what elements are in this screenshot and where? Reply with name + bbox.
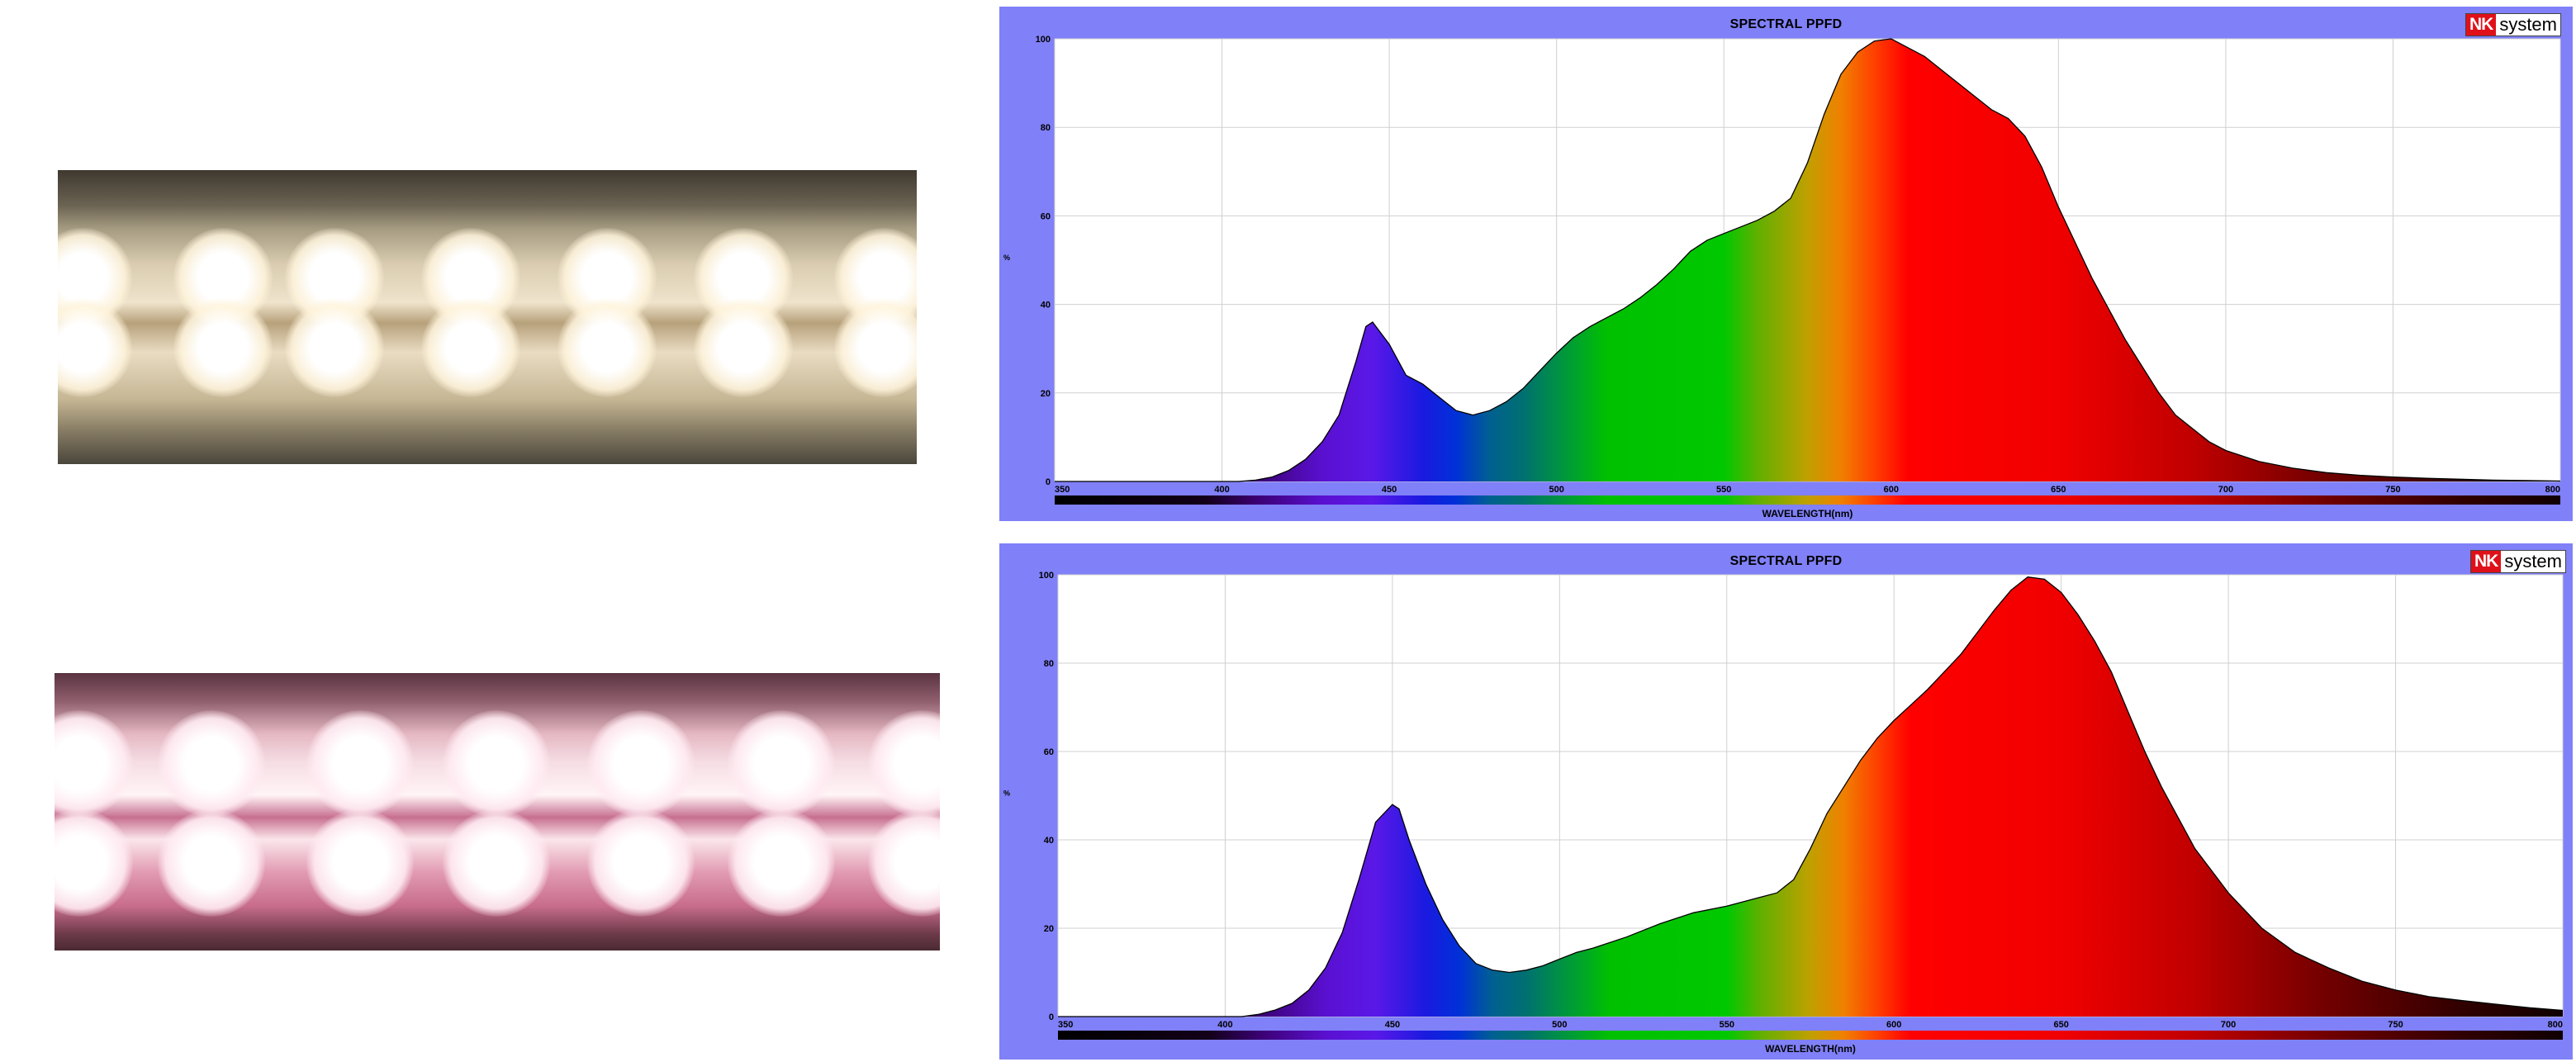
chart-title: SPECTRAL PPFD bbox=[1729, 554, 1843, 568]
led-glow bbox=[421, 298, 520, 397]
spectrum-area bbox=[1055, 39, 2560, 481]
x-tick-label: 500 bbox=[1552, 1020, 1567, 1030]
led-glow bbox=[728, 710, 835, 818]
logo-nk: NK bbox=[2465, 14, 2497, 36]
led-glow bbox=[158, 710, 265, 818]
x-tick-label: 700 bbox=[2218, 485, 2233, 495]
y-tick-label: 0 bbox=[1049, 1012, 1054, 1022]
spectral-chart-2: SPECTRAL PPFD NK system 0 20 40 60 80 100 350 4… bbox=[999, 543, 2573, 1060]
spectrum-line bbox=[1058, 576, 2564, 1017]
y-axis-label: % bbox=[1003, 789, 1010, 798]
warm-white-led-tube-photo bbox=[58, 170, 917, 464]
x-tick-label: 350 bbox=[1055, 485, 1070, 495]
y-tick-label: 60 bbox=[1041, 211, 1051, 221]
led-glow bbox=[728, 809, 835, 917]
y-tick-label: 20 bbox=[1041, 389, 1051, 399]
y-tick-label: 100 bbox=[1039, 571, 1054, 581]
spectral-plot-2: 0 20 40 60 80 100 350 400 450 500 550 600 650 700 750 8… bbox=[1003, 571, 2564, 1055]
led-glow bbox=[587, 710, 695, 818]
x-axis-label: WAVELENGTH(nm) bbox=[1765, 1043, 1856, 1055]
logo-system: system bbox=[2504, 551, 2562, 571]
led-glow bbox=[173, 298, 273, 397]
led-glow bbox=[557, 298, 657, 397]
led-glow bbox=[55, 809, 133, 917]
nk-system-logo: NK system bbox=[2469, 550, 2566, 573]
x-tick-label: 550 bbox=[1720, 1020, 1734, 1030]
led-glow bbox=[694, 298, 793, 397]
led-glow bbox=[868, 710, 940, 818]
x-tick-label: 650 bbox=[2053, 1020, 2068, 1030]
nk-system-logo: NK system bbox=[2465, 13, 2561, 36]
led-glow bbox=[443, 809, 550, 917]
led-glow bbox=[443, 710, 550, 818]
spectral-chart-1: SPECTRAL PPFD NK system 0 20 40 60 80 100 350 4… bbox=[999, 7, 2573, 521]
logo-system: system bbox=[2499, 14, 2557, 35]
y-tick-label: 40 bbox=[1044, 836, 1054, 846]
x-axis-label: WAVELENGTH(nm) bbox=[1762, 508, 1853, 519]
x-tick-label: 800 bbox=[2545, 485, 2560, 495]
y-tick-label: 20 bbox=[1044, 924, 1054, 934]
logo-nk: NK bbox=[2470, 551, 2502, 572]
y-tick-label: 40 bbox=[1041, 301, 1051, 311]
spectral-plot-1: 0 20 40 60 80 100 350 400 450 500 550 600 650 700 750 8… bbox=[1003, 35, 2561, 519]
led-glow bbox=[58, 298, 132, 397]
grid bbox=[1057, 574, 2564, 1017]
led-glow bbox=[158, 809, 265, 917]
y-tick-label: 80 bbox=[1044, 659, 1054, 669]
led-glow bbox=[834, 298, 917, 397]
pink-led-tube-photo bbox=[55, 673, 940, 951]
x-tick-label: 750 bbox=[2388, 1020, 2403, 1030]
y-axis-label: % bbox=[1003, 254, 1010, 262]
led-glow bbox=[587, 809, 695, 917]
y-tick-label: 100 bbox=[1036, 35, 1051, 45]
x-tick-label: 550 bbox=[1716, 485, 1731, 495]
x-tick-label: 650 bbox=[2051, 485, 2066, 495]
chart-title: SPECTRAL PPFD bbox=[1729, 17, 1843, 31]
led-glow bbox=[285, 298, 384, 397]
y-tick-label: 80 bbox=[1041, 123, 1051, 133]
spectrum-area bbox=[1058, 576, 2563, 1017]
x-tick-label: 350 bbox=[1058, 1020, 1073, 1030]
x-tick-label: 450 bbox=[1385, 1020, 1400, 1030]
wavelength-color-bar bbox=[1058, 1031, 2563, 1040]
wavelength-color-bar bbox=[1055, 495, 2560, 505]
x-tick-label: 450 bbox=[1382, 485, 1397, 495]
led-glow bbox=[868, 809, 940, 917]
x-tick-label: 700 bbox=[2221, 1020, 2236, 1030]
x-tick-label: 600 bbox=[1884, 485, 1899, 495]
x-tick-label: 400 bbox=[1217, 1020, 1232, 1030]
led-glow bbox=[306, 710, 414, 818]
x-tick-label: 800 bbox=[2548, 1020, 2563, 1030]
x-tick-label: 600 bbox=[1886, 1020, 1901, 1030]
x-tick-label: 500 bbox=[1549, 485, 1563, 495]
x-tick-label: 400 bbox=[1214, 485, 1229, 495]
y-tick-label: 60 bbox=[1044, 747, 1054, 757]
led-glow bbox=[55, 710, 133, 818]
y-tick-label: 0 bbox=[1046, 477, 1051, 487]
spectrum-line bbox=[1055, 38, 2561, 482]
x-tick-label: 750 bbox=[2385, 485, 2400, 495]
led-glow bbox=[306, 809, 414, 917]
